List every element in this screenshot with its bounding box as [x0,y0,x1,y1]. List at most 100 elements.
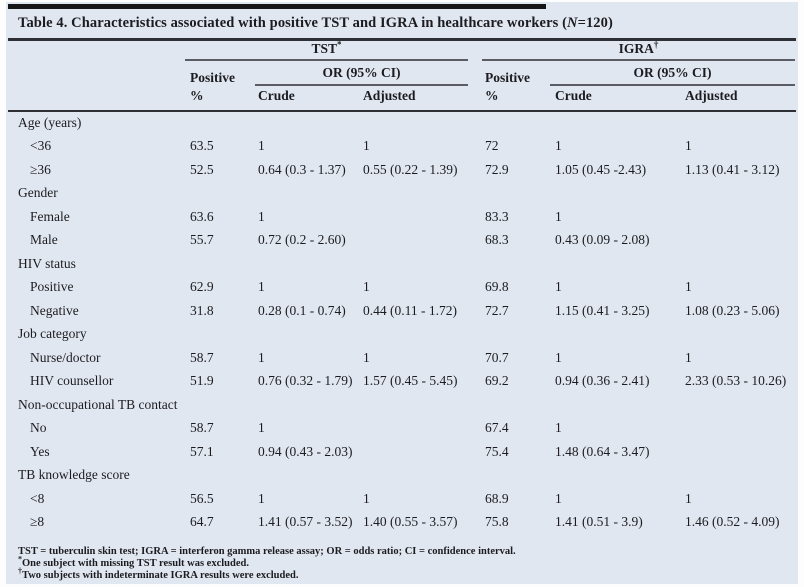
igra-positive-pct-cell [470,182,550,206]
tst-adjusted-or-cell: 0.55 (0.22 - 1.39) [363,161,458,177]
table4-card: Table 4. Characteristics associated with… [6,2,798,584]
header-row-subcolumns: % Crude Adjusted % Crude Adjusted [8,86,797,112]
tst-crude-or-cell [255,464,360,488]
tst-crude-or-cell: 0.64 (0.3 - 1.37) [258,161,346,177]
igra-positive-pct-cell: 83.3 [485,208,509,224]
group-row: Age (years) [8,111,796,135]
footnote-line: †Two subjects with indeterminate IGRA re… [18,567,796,582]
igra-crude-or-cell: 1.48 (0.64 - 3.47) [555,443,650,459]
igra-positive-pct-cell: 72.9 [485,161,509,177]
igra-adjusted-or-cell [680,440,796,464]
tst-positive-pct-cell: 51.9 [190,373,214,389]
row-label: Gender [18,185,58,201]
igra-crude-or-cell [550,393,680,417]
tst-adjusted-or-cell [360,464,470,488]
igra-adjusted-or-cell: 2.33 (0.53 - 10.26) [685,373,787,389]
tst-adjusted-or-cell [360,252,470,276]
tst-adjusted-or-cell: 0.44 (0.11 - 1.72) [363,302,457,318]
tst-adjusted-or-cell [360,440,470,464]
igra-adjusted-or-cell: 1 [685,349,692,365]
igra-adjusted-or-cell [680,111,796,135]
tst-crude-or-cell: 0.94 (0.43 - 2.03) [258,443,353,459]
tst-adjusted-or-cell: 1 [363,138,370,154]
group-row: Gender [8,182,796,206]
tst-crude-or-cell: 0.76 (0.32 - 1.79) [258,373,353,389]
tst-crude-or-cell: 1.41 (0.57 - 3.52) [258,514,353,530]
igra-adjusted-or-cell [680,393,796,417]
footnote-marker: * [18,554,22,564]
igra-crude-or-cell [550,464,680,488]
igra-adjusted-or-cell [680,252,796,276]
igra-positive-pct-cell [470,111,550,135]
header-spacer [8,61,185,86]
tst-positive-pct-cell: 52.5 [190,161,214,177]
tst-adjusted-or-cell [360,323,470,347]
row-label: Female [30,208,70,224]
table-row: HIV counsellor 51.9 0.76 (0.32 - 1.79) 1.57… [8,370,796,394]
igra-adjusted-or-cell [680,323,796,347]
igra-crude-or-cell [550,252,680,276]
tst-crude-or-cell: 1 [258,420,265,436]
row-label: Non-occupational TB contact [18,396,178,412]
igra-positive-pct-cell: 75.8 [485,514,509,530]
group-row: HIV status [8,252,796,276]
igra-crude-or-cell: 0.94 (0.36 - 2.41) [555,373,650,389]
row-label: <36 [30,138,52,154]
table-row: <8 56.5 1 1 68.9 1 1 [8,487,796,511]
footnotes: TST = tuberculin skin test; IGRA = inter… [8,546,796,582]
table-row: <36 63.5 1 1 72 1 1 [8,135,796,159]
tst-crude-or-cell: 1 [258,349,265,365]
tst-adjusted-or-cell: 1 [363,279,370,295]
row-label: Age (years) [18,115,82,131]
row-label: Yes [30,443,50,459]
igra-adjusted-or-cell: 1 [685,490,692,506]
igra-adjusted-or-cell: 1.08 (0.23 - 5.06) [685,302,780,318]
tst-positive-pct-cell: 57.1 [190,443,214,459]
igra-adjusted-or-cell [680,205,796,229]
igra-crude-or-cell: 1 [555,349,562,365]
row-label: ≥36 [30,161,51,177]
igra-positive-header: Positive [485,69,531,85]
tst-crude-or-cell: 1 [258,279,265,295]
row-label: Job category [18,326,87,342]
tst-percent-header: % [185,86,255,112]
tst-crude-or-cell [255,252,360,276]
table-row: ≥36 52.5 0.64 (0.3 - 1.37) 0.55 (0.22 - 1.3… [8,158,796,182]
table-header: TST* IGRA† Positive OR (95% CI) Positive… [8,41,797,112]
tst-positive-pct-cell: 55.7 [190,232,214,248]
igra-positive-pct-cell: 68.9 [485,490,509,506]
igra-crude-or-cell: 1 [555,208,562,224]
tst-adjusted-or-cell [360,182,470,206]
tst-crude-or-cell [255,182,360,206]
tst-adjusted-header: Adjusted [360,86,471,112]
tst-positive-pct-cell: 63.6 [190,208,214,224]
top-accent-bar [8,4,546,9]
table-body: Age (years) <36 63.5 1 1 72 1 1 ≥36 52.5 0.64 (0.3… [8,111,796,534]
footnote-line: *One subject with missing TST result was… [18,554,796,570]
igra-adjusted-header: Adjusted [680,86,797,112]
row-label: HIV counsellor [30,373,114,389]
igra-adjusted-or-cell [680,229,796,253]
igra-adjusted-or-cell [680,464,796,488]
tst-crude-header: Crude [255,86,360,112]
header-row-measures: Positive OR (95% CI) Positive OR (95% CI… [8,61,796,86]
igra-positive-pct-cell: 67.4 [485,420,509,436]
tst-positive-pct-cell: 58.7 [190,420,214,436]
igra-footnote-marker: † [653,41,659,50]
table-title-text: Table 4. Characteristics associated with… [18,15,568,31]
igra-or-ci-header-cell: OR (95% CI) [550,61,796,86]
tst-positive-pct-cell: 31.8 [190,302,214,318]
tst-positive-header: Positive [190,69,235,85]
tst-positive-pct-cell [185,393,255,417]
table-row: Negative 31.8 0.28 (0.1 - 0.74) 0.44 (0.11 … [8,299,796,323]
group-row: Job category [8,323,796,347]
igra-header-label: IGRA [618,41,654,56]
table-row: Nurse/doctor 58.7 1 1 70.7 1 1 [8,346,796,370]
igra-adjusted-or-cell [680,417,796,441]
tst-positive-pct-cell: 58.7 [190,349,214,365]
tst-crude-or-cell: 1 [258,138,265,154]
header-row-assays: TST* IGRA† [8,41,796,61]
row-label: HIV status [18,255,76,271]
igra-crude-or-cell [550,111,680,135]
